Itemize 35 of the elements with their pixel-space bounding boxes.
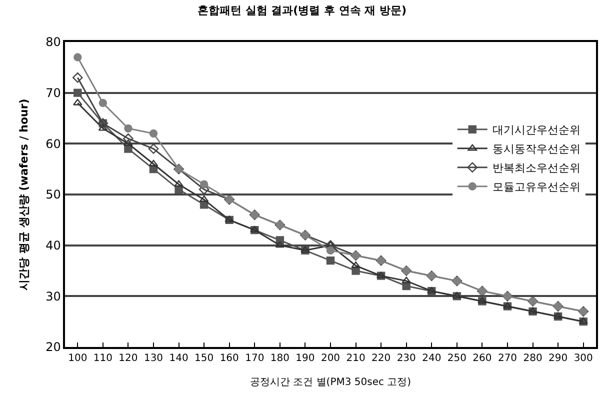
x-tick-label: 180: [270, 352, 290, 364]
y-tick-label: 40: [46, 238, 61, 253]
x-axis-title: 공정시간 조건 별(PM3 50sec 고정): [250, 376, 412, 388]
x-tick-label: 240: [422, 352, 442, 364]
legend-label: 동시동작우선순위: [492, 142, 580, 156]
y-axis-title: 시간당 평균 생산량 (wafers / hour): [18, 98, 31, 290]
chart-title: 혼합패턴 실험 결과(병렬 후 연속 재 방문): [197, 4, 407, 17]
y-tick-label: 70: [46, 86, 61, 100]
x-tick-label: 220: [372, 352, 391, 364]
x-tick-label: 280: [523, 352, 542, 364]
x-tick-label: 120: [118, 352, 138, 364]
x-tick-label: 300: [574, 352, 593, 364]
x-tick-label: 260: [472, 352, 492, 364]
y-tick-label: 80: [46, 35, 61, 50]
legend-label: 반복최소우선순위: [492, 162, 580, 175]
x-tick-label: 200: [320, 352, 340, 364]
x-tick-label: 110: [93, 352, 112, 364]
x-tick-label: 230: [396, 352, 416, 364]
x-tick-label: 130: [144, 352, 164, 364]
legend-label: 대기시간우선순위: [492, 124, 580, 137]
x-tick-label: 170: [245, 352, 264, 364]
x-tick-label: 100: [68, 352, 88, 364]
y-tick-label: 20: [46, 340, 61, 354]
x-tick-label: 160: [220, 352, 239, 364]
x-tick-label: 140: [169, 352, 188, 364]
x-tick-label: 150: [194, 352, 214, 364]
y-tick-label: 50: [46, 188, 61, 202]
x-tick-label: 270: [498, 352, 518, 364]
legend-label: 모듈고유우선순위: [492, 180, 580, 194]
x-tick-label: 190: [296, 352, 315, 364]
x-tick-label: 290: [548, 352, 568, 364]
x-tick-label: 210: [346, 352, 366, 364]
x-tick-label: 250: [447, 352, 466, 364]
y-tick-label: 30: [46, 289, 61, 304]
y-tick-label: 60: [46, 136, 61, 151]
